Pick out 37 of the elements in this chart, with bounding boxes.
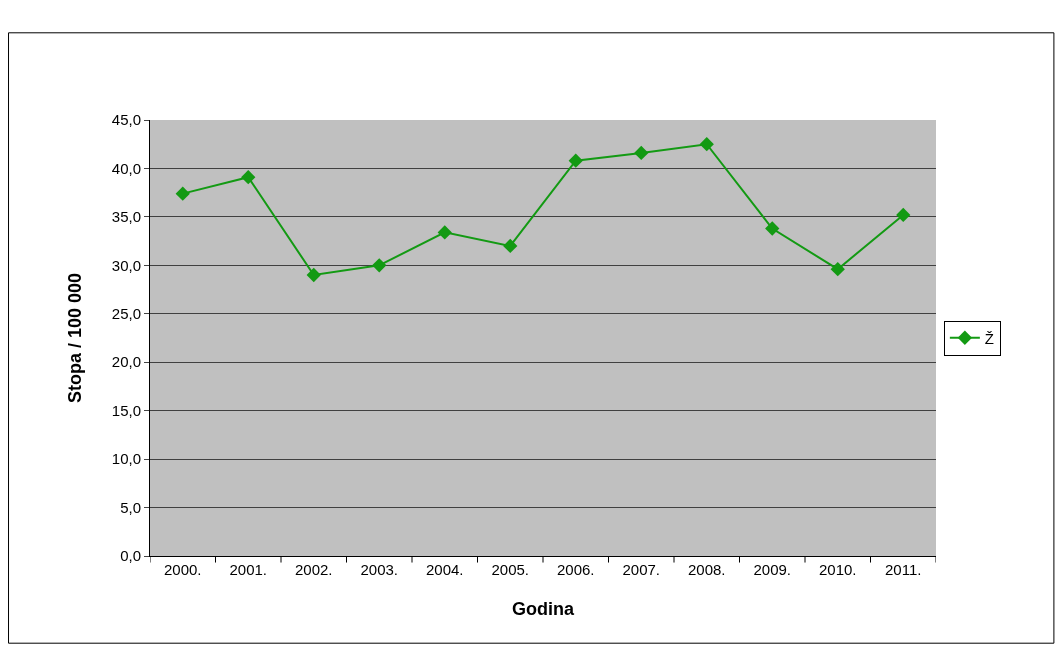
y-tick-label: 5,0	[120, 498, 141, 516]
point	[372, 258, 387, 273]
y-tick-label: 10,0	[111, 450, 141, 468]
x-tick-label: 2011.	[885, 561, 922, 578]
x-tick-label: 2002.	[294, 561, 333, 578]
y-tick-label: 35,0	[111, 208, 141, 226]
x-tick-label: 2005.	[491, 561, 530, 578]
x-tick-label: 2008.	[687, 561, 726, 578]
y-tick-label: 0,0	[120, 547, 141, 565]
point	[503, 238, 518, 254]
legend-label: Ž	[984, 329, 995, 347]
point	[896, 207, 911, 223]
point	[241, 170, 256, 185]
point	[765, 221, 780, 236]
point	[699, 137, 714, 152]
y-tick-label: 20,0	[111, 353, 141, 371]
x-tick-label: 2006.	[556, 561, 595, 578]
y-tick-label: 40,0	[111, 159, 141, 177]
point	[175, 186, 190, 201]
x-tick-label: 2001.	[229, 561, 268, 578]
y-tick-label: 45,0	[111, 111, 141, 129]
x-tick-label: 2004.	[425, 561, 464, 578]
y-tick-label: 30,0	[111, 256, 141, 274]
x-tick-label: 2007.	[622, 561, 661, 578]
y-axis-title: Stopa / 100 000	[65, 272, 85, 404]
x-tick-label: 2003.	[360, 561, 399, 578]
point	[306, 267, 321, 283]
point	[437, 225, 452, 240]
x-axis-title: Godina	[512, 599, 575, 620]
x-tick-label: 2000.	[163, 561, 202, 578]
point	[634, 145, 649, 161]
point	[830, 262, 845, 277]
point	[568, 153, 583, 168]
y-tick-label: 25,0	[111, 305, 141, 323]
x-tick-label: 2009.	[753, 561, 792, 578]
y-tick-label: 15,0	[111, 401, 141, 419]
x-tick-label: 2010.	[818, 561, 857, 578]
